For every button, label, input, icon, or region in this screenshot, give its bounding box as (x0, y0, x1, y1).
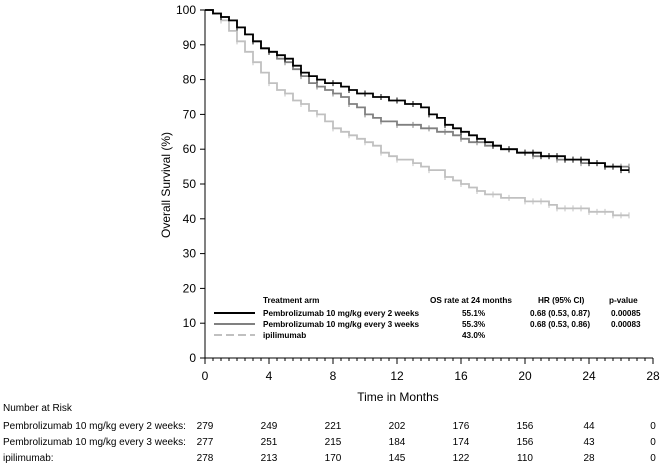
risk-value: 44 (583, 421, 595, 432)
legend-title: Treatment arm (263, 296, 319, 305)
risk-value: 277 (197, 437, 214, 448)
x-tick-label: 0 (202, 369, 209, 383)
risk-value: 122 (453, 453, 470, 464)
y-tick-label: 10 (183, 316, 197, 330)
y-tick-label: 60 (183, 142, 197, 156)
x-tick-label: 24 (582, 369, 596, 383)
y-tick-label: 100 (176, 3, 196, 17)
number-at-risk-table: Number at Risk Pembrolizumab 10 mg/kg ev… (3, 403, 656, 464)
legend-row2-p: 0.00083 (611, 320, 641, 329)
legend-row1-os: 55.1% (462, 309, 486, 318)
risk-value: 145 (389, 453, 406, 464)
risk-value: 249 (261, 421, 278, 432)
legend-row3-os: 43.0% (462, 331, 486, 340)
risk-value: 43 (583, 437, 595, 448)
x-axis-label: Time in Months (357, 390, 439, 404)
risk-value: 28 (583, 453, 595, 464)
legend-row2-name: Pembrolizumab 10 mg/kg every 3 weeks (263, 320, 420, 329)
y-tick-label: 40 (183, 212, 197, 226)
risk-label-q2w: Pembrolizumab 10 mg/kg every 2 weeks: (3, 421, 186, 432)
risk-value: 221 (325, 421, 342, 432)
risk-value: 174 (453, 437, 470, 448)
risk-value: 0 (650, 421, 656, 432)
risk-value: 213 (261, 453, 278, 464)
risk-value: 184 (389, 437, 406, 448)
risk-value: 110 (517, 453, 533, 464)
y-tick-label: 90 (183, 38, 197, 52)
survival-curves (205, 9, 630, 219)
x-tick-label: 4 (266, 369, 273, 383)
risk-title: Number at Risk (3, 403, 73, 414)
x-tick-label: 8 (330, 369, 337, 383)
legend: Treatment arm OS rate at 24 months HR (9… (214, 296, 641, 340)
y-tick-label: 70 (183, 107, 197, 121)
risk-label-ipi: ipilimumab: (3, 453, 54, 464)
risk-value: 251 (261, 437, 278, 448)
legend-row2-hr: 0.68 (0.53, 0.86) (530, 320, 590, 329)
legend-row1-name: Pembrolizumab 10 mg/kg every 2 weeks (263, 309, 420, 318)
risk-label-q3w: Pembrolizumab 10 mg/kg every 3 weeks: (3, 437, 186, 448)
y-tick-label: 50 (183, 177, 197, 191)
risk-value: 278 (197, 453, 214, 464)
legend-row3-name: ipilimumab (263, 331, 306, 340)
y-axis-label: Overall Survival (%) (159, 132, 173, 238)
risk-value: 0 (650, 437, 656, 448)
x-tick-label: 28 (646, 369, 660, 383)
axes: 0 4 8 12 16 20 24 28 0 10 20 30 40 50 60 70 80 90 100 (176, 3, 660, 383)
risk-value: 202 (389, 421, 406, 432)
series-line (205, 9, 629, 168)
y-tick-label: 0 (189, 351, 196, 365)
risk-value: 156 (517, 421, 534, 432)
risk-value: 170 (325, 453, 342, 464)
y-tick-label: 20 (183, 281, 197, 295)
x-tick-label: 16 (454, 369, 468, 383)
risk-value: 215 (325, 437, 342, 448)
y-tick-label: 30 (183, 247, 197, 261)
risk-value: 156 (517, 437, 534, 448)
series-line (205, 9, 629, 171)
risk-value: 279 (197, 421, 214, 432)
y-tick-label: 80 (183, 73, 197, 87)
legend-row1-hr: 0.68 (0.53, 0.87) (530, 309, 590, 318)
legend-row1-p: 0.00085 (611, 309, 641, 318)
legend-col-hr: HR (95% CI) (538, 296, 585, 305)
legend-row2-os: 55.3% (462, 320, 486, 329)
legend-col-p: p-value (609, 296, 638, 305)
x-tick-label: 12 (390, 369, 404, 383)
risk-value: 176 (453, 421, 470, 432)
risk-value: 0 (650, 453, 656, 464)
legend-col-os: OS rate at 24 months (430, 296, 512, 305)
series-line (205, 9, 629, 217)
x-tick-label: 20 (518, 369, 532, 383)
